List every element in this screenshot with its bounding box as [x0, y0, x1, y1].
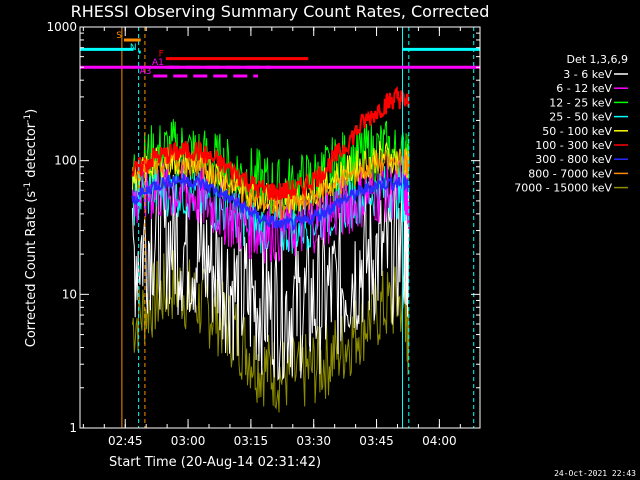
flag-label-n: N [130, 43, 137, 53]
data-layer [131, 86, 410, 413]
legend-label: 12 - 25 keV [549, 96, 612, 109]
legend-label: 100 - 300 keV [535, 139, 612, 152]
y-tick-label: 1 [69, 421, 77, 435]
x-axis-label: Start Time (20-Aug-14 02:31:42) [109, 455, 321, 470]
flag-label-f: F [159, 50, 164, 60]
y-tick-label: 1000 [46, 20, 77, 34]
y-axis-label: Corrected Count Rate (s-1 detector-1) [23, 109, 39, 347]
legend-label: 3 - 6 keV [563, 68, 612, 81]
x-tick-label: 04:00 [422, 434, 457, 448]
x-tick-label: 03:15 [234, 434, 269, 448]
footer-timestamp: 24-Oct-2021 22:43 [554, 469, 636, 478]
x-tick-label: 03:00 [171, 434, 206, 448]
series-line-800-7000kev [131, 148, 410, 220]
y-tick-label: 100 [54, 154, 77, 168]
legend-label: 7000 - 15000 keV [514, 182, 612, 195]
legend-label: 6 - 12 keV [556, 82, 612, 95]
plot-frame [79, 26, 481, 429]
legend-label: 50 - 100 keV [542, 125, 612, 138]
legend-label: 300 - 800 keV [535, 153, 612, 166]
axes-layer: 1 10 100 1000 02:45 03:00 03:15 03:30 03:45 04:00 [46, 20, 481, 448]
chart-title: RHESSI Observing Summary Count Rates, Co… [71, 2, 490, 21]
x-tick-label: 02:45 [108, 434, 143, 448]
flag-label-s: S [116, 31, 122, 41]
x-tick-label: 03:45 [359, 434, 394, 448]
series-line-3-6kev [131, 164, 410, 381]
legend-title: Det 1,3,6,9 [566, 53, 628, 66]
series-line-6-12kev [131, 156, 410, 264]
legend-label: 800 - 7000 keV [528, 167, 612, 180]
series-line-100-300kev [131, 86, 410, 201]
x-tick-label: 03:30 [296, 434, 331, 448]
series-line-300-800kev [131, 174, 410, 232]
flag-label-a1: A1 [152, 58, 164, 68]
legend-label: 25 - 50 keV [549, 111, 612, 124]
flag-label-a3: A3 [139, 67, 151, 77]
y-tick-label: 10 [62, 287, 77, 301]
